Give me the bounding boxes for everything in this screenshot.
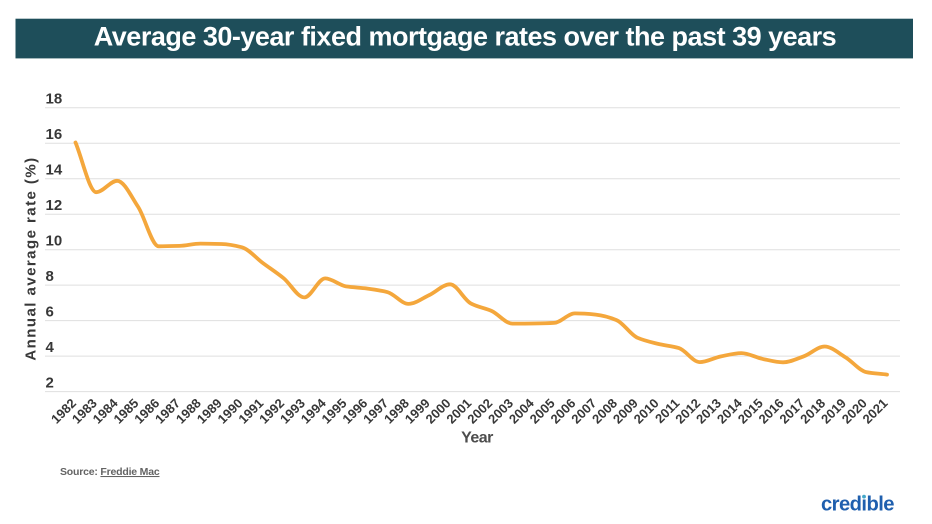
svg-text:10: 10 bbox=[46, 233, 63, 250]
svg-text:Average 30-year fixed mortgage: Average 30-year fixed mortgage rates ove… bbox=[94, 22, 836, 52]
svg-text:4: 4 bbox=[46, 339, 55, 356]
svg-text:8: 8 bbox=[46, 268, 54, 285]
svg-text:18: 18 bbox=[46, 91, 63, 108]
svg-text:2021: 2021 bbox=[860, 396, 891, 427]
svg-text:6: 6 bbox=[46, 304, 54, 321]
svg-text:14: 14 bbox=[46, 162, 63, 179]
svg-text:16: 16 bbox=[46, 126, 63, 143]
svg-text:Year: Year bbox=[461, 430, 493, 447]
svg-text:12: 12 bbox=[46, 197, 63, 214]
svg-text:Annual average rate (%): Annual average rate (%) bbox=[23, 156, 40, 360]
svg-text:credible: credible bbox=[821, 493, 894, 515]
svg-text:2: 2 bbox=[46, 375, 54, 392]
svg-text:Source: Freddie Mac: Source: Freddie Mac bbox=[60, 466, 160, 478]
